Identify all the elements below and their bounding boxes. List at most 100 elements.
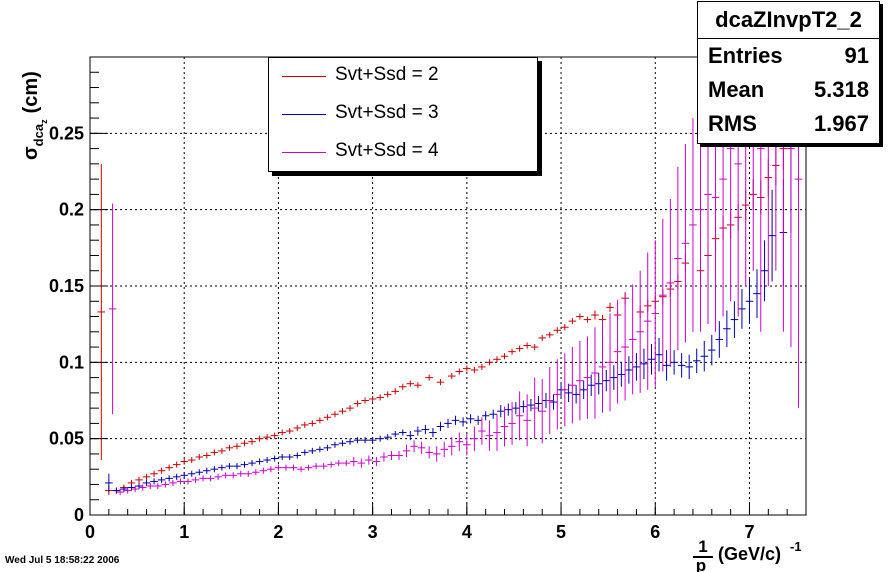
data-point	[146, 482, 155, 490]
data-point	[346, 405, 354, 412]
data-point	[474, 415, 482, 425]
data-point	[515, 345, 524, 352]
legend-entry-svt-ssd-4: Svt+Ssd = 4	[269, 134, 537, 172]
data-point	[350, 456, 358, 467]
data-point	[685, 354, 693, 380]
data-point	[187, 470, 196, 477]
data-point	[530, 377, 539, 439]
data-point	[655, 337, 663, 372]
data-point	[436, 421, 445, 432]
data-point	[105, 473, 113, 493]
data-point	[376, 435, 384, 442]
data-point	[365, 455, 373, 465]
data-point	[572, 385, 580, 404]
data-point	[323, 444, 332, 451]
x-tick-label: 3	[368, 522, 378, 542]
data-point	[444, 418, 452, 428]
stats-mean-value: 5.318	[813, 77, 869, 102]
data-point	[463, 365, 471, 372]
x-tick-label: 5	[556, 522, 566, 542]
data-point	[225, 463, 234, 470]
data-point	[199, 475, 207, 482]
data-point	[440, 441, 448, 457]
data-point	[165, 475, 173, 482]
data-point	[478, 363, 486, 370]
data-point	[470, 426, 479, 451]
legend-entry-svt-ssd-2: Svt+Ssd = 2	[269, 58, 537, 96]
data-point	[203, 452, 211, 459]
data-point	[127, 484, 136, 491]
data-point	[753, 269, 761, 319]
data-point	[353, 400, 362, 407]
data-point	[662, 350, 671, 381]
data-point	[530, 344, 539, 351]
data-point	[493, 356, 501, 363]
data-point	[301, 449, 309, 456]
data-point	[308, 420, 317, 427]
stats-box: dcaZInvpT2_2 Entries 91 Mean 5.318 RMS 1…	[697, 1, 880, 144]
data-point	[218, 464, 226, 471]
data-point	[681, 144, 690, 343]
data-point	[331, 441, 339, 448]
x-axis-numerator: 1	[698, 537, 707, 556]
data-point	[157, 476, 166, 483]
data-point	[485, 359, 494, 366]
data-point	[285, 427, 294, 435]
data-point	[591, 327, 599, 419]
data-point	[636, 270, 644, 393]
x-axis-exponent: -1	[790, 539, 802, 554]
data-point	[625, 356, 633, 384]
data-point	[263, 456, 271, 464]
data-point	[233, 443, 241, 450]
data-point	[172, 473, 181, 480]
data-point	[293, 452, 302, 459]
data-point	[689, 118, 697, 332]
data-point	[346, 438, 354, 445]
data-point	[387, 450, 396, 461]
data-point	[692, 348, 701, 374]
data-point	[508, 402, 516, 445]
data-point	[425, 374, 433, 381]
data-point	[553, 359, 562, 430]
data-point	[610, 365, 618, 390]
timestamp: Wed Jul 5 18:58:22 2006	[5, 555, 120, 566]
data-point	[150, 470, 158, 477]
legend-entry-svt-ssd-3: Svt+Ssd = 3	[269, 96, 537, 134]
data-point	[414, 426, 422, 436]
data-point	[248, 438, 256, 445]
data-point	[206, 475, 215, 482]
data-point	[579, 380, 588, 399]
x-tick-label: 6	[650, 522, 660, 542]
data-point	[561, 324, 569, 331]
data-point	[463, 434, 471, 456]
legend-label: Svt+Ssd = 2	[335, 64, 439, 85]
data-point	[233, 463, 241, 470]
data-point	[368, 395, 377, 403]
data-point	[368, 437, 377, 444]
data-point	[666, 198, 675, 367]
data-point	[240, 461, 249, 468]
data-point	[632, 353, 641, 381]
data-point	[116, 489, 124, 496]
data-point	[406, 380, 415, 387]
data-point	[500, 406, 509, 447]
legend-swatch-blue	[282, 114, 326, 115]
data-point	[270, 455, 279, 462]
data-point	[135, 482, 143, 490]
data-point	[715, 321, 724, 358]
data-point	[617, 362, 626, 387]
data-point	[512, 402, 520, 415]
data-point	[402, 444, 411, 457]
data-point	[606, 302, 614, 312]
legend-label: Svt+Ssd = 3	[335, 102, 439, 123]
data-point	[538, 334, 546, 341]
data-point	[745, 278, 754, 325]
data-point	[738, 289, 746, 329]
data-point	[515, 391, 524, 441]
data-point	[391, 431, 400, 438]
stats-entries-label: Entries	[708, 43, 783, 68]
axes: 0 1 2 3 4 5 6 7 0 0.05 0.1 0.15 0.2 0.25	[49, 56, 807, 542]
data-point	[399, 383, 407, 390]
data-point	[538, 379, 546, 444]
data-point	[478, 417, 486, 445]
